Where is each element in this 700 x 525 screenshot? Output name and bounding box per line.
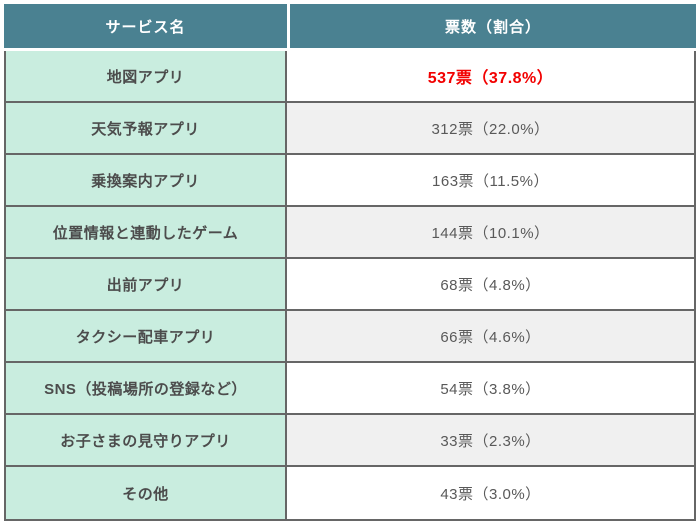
service-name-cell: お子さまの見守りアプリ [6,415,287,465]
survey-results-table: サービス名 票数（割合） 地図アプリ 537票（37.8%） 天気予報アプリ 3… [4,4,696,521]
service-name-cell: 位置情報と連動したゲーム [6,207,287,257]
service-name-cell: 出前アプリ [6,259,287,309]
table-row: 地図アプリ 537票（37.8%） [6,51,694,103]
votes-value-cell: 43票（3.0%） [287,467,694,519]
table-header-row: サービス名 票数（割合） [4,4,696,48]
table-row: 出前アプリ 68票（4.8%） [6,259,694,311]
service-name-cell: タクシー配車アプリ [6,311,287,361]
votes-value-cell: 33票（2.3%） [287,415,694,465]
votes-value-cell: 144票（10.1%） [287,207,694,257]
header-cell-service: サービス名 [4,4,287,48]
header-cell-votes: 票数（割合） [290,4,696,48]
service-name-cell: 地図アプリ [6,51,287,101]
table-body: 地図アプリ 537票（37.8%） 天気予報アプリ 312票（22.0%） 乗換… [4,51,696,521]
votes-value-cell: 537票（37.8%） [287,51,694,101]
votes-value-cell: 163票（11.5%） [287,155,694,205]
votes-value-cell: 312票（22.0%） [287,103,694,153]
service-name-cell: その他 [6,467,287,519]
table-row: その他 43票（3.0%） [6,467,694,519]
votes-value-cell: 66票（4.6%） [287,311,694,361]
table-row: 位置情報と連動したゲーム 144票（10.1%） [6,207,694,259]
service-name-cell: SNS（投稿場所の登録など） [6,363,287,413]
table-row: タクシー配車アプリ 66票（4.6%） [6,311,694,363]
table-row: SNS（投稿場所の登録など） 54票（3.8%） [6,363,694,415]
votes-value-cell: 68票（4.8%） [287,259,694,309]
service-name-cell: 天気予報アプリ [6,103,287,153]
table-row: お子さまの見守りアプリ 33票（2.3%） [6,415,694,467]
votes-value-cell: 54票（3.8%） [287,363,694,413]
table-row: 乗換案内アプリ 163票（11.5%） [6,155,694,207]
service-name-cell: 乗換案内アプリ [6,155,287,205]
table-row: 天気予報アプリ 312票（22.0%） [6,103,694,155]
